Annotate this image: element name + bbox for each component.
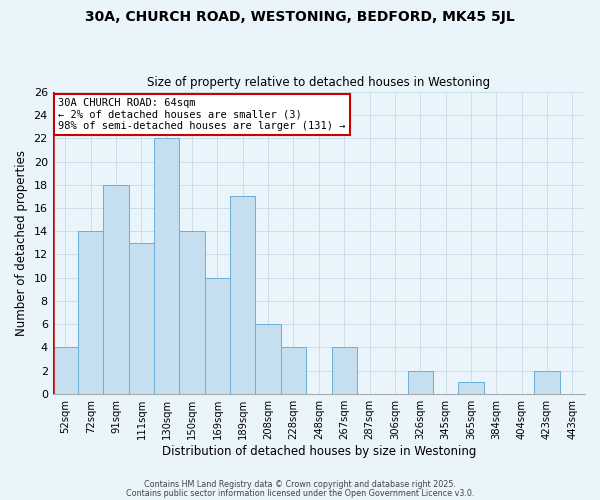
Bar xyxy=(78,232,103,394)
X-axis label: Distribution of detached houses by size in Westoning: Distribution of detached houses by size … xyxy=(161,444,476,458)
Bar xyxy=(129,243,154,394)
Bar xyxy=(230,196,256,394)
Bar xyxy=(179,232,205,394)
Text: 30A, CHURCH ROAD, WESTONING, BEDFORD, MK45 5JL: 30A, CHURCH ROAD, WESTONING, BEDFORD, MK… xyxy=(85,10,515,24)
Bar xyxy=(535,370,560,394)
Bar xyxy=(332,348,357,394)
Bar xyxy=(458,382,484,394)
Bar xyxy=(154,138,179,394)
Bar xyxy=(205,278,230,394)
Text: 30A CHURCH ROAD: 64sqm
← 2% of detached houses are smaller (3)
98% of semi-detac: 30A CHURCH ROAD: 64sqm ← 2% of detached … xyxy=(58,98,346,132)
Bar xyxy=(407,370,433,394)
Title: Size of property relative to detached houses in Westoning: Size of property relative to detached ho… xyxy=(147,76,490,90)
Bar xyxy=(53,348,78,394)
Bar xyxy=(103,185,129,394)
Y-axis label: Number of detached properties: Number of detached properties xyxy=(15,150,28,336)
Text: Contains public sector information licensed under the Open Government Licence v3: Contains public sector information licen… xyxy=(126,488,474,498)
Text: Contains HM Land Registry data © Crown copyright and database right 2025.: Contains HM Land Registry data © Crown c… xyxy=(144,480,456,489)
Bar xyxy=(281,348,306,394)
Bar xyxy=(256,324,281,394)
